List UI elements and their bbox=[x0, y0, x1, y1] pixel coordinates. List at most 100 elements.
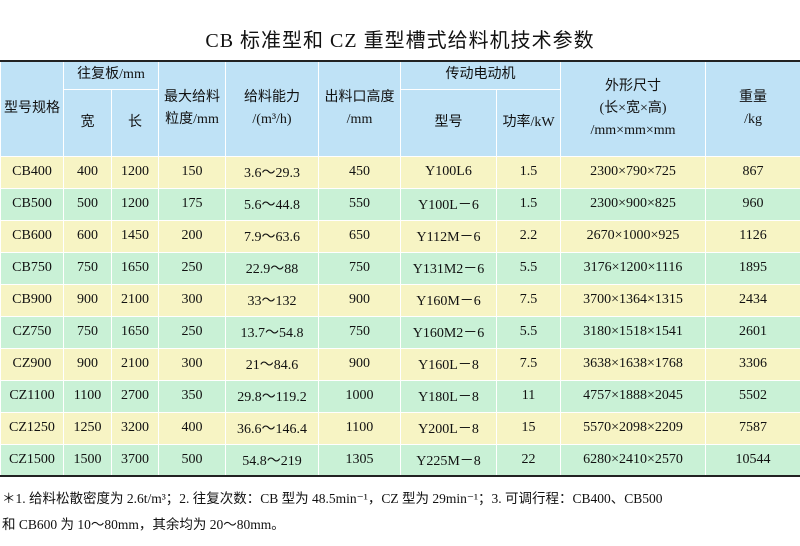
table-row: CZ900 900 2100 300 21～84.6 900 Y160L－8 7.5 3638×… bbox=[0, 347, 800, 381]
table-cell: 6280×2410×2570 bbox=[560, 443, 707, 477]
table-cell: CZ1100 bbox=[0, 379, 64, 413]
note-line: 和 CB600 为 10～80mm，其余均为 20～80mm。 bbox=[2, 517, 285, 532]
header-cell: 功率/kW bbox=[496, 88, 562, 157]
table-cell: 3638×1638×1768 bbox=[560, 347, 707, 381]
table-row: CB400 400 1200 150 3.6～29.3 450 Y100L6 1.5 2300×… bbox=[0, 155, 800, 189]
table-cell: 33～132 bbox=[225, 283, 320, 317]
table-cell: 22.9～88 bbox=[225, 251, 320, 285]
table-row: CZ1250 1250 3200 400 36.6～146.4 1100 Y200L－8 15… bbox=[0, 411, 800, 445]
table-cell: 250 bbox=[158, 251, 227, 285]
table-cell: 500 bbox=[63, 187, 112, 221]
table-cell: 750 bbox=[63, 251, 112, 285]
table-cell: 1.5 bbox=[496, 155, 562, 189]
table-cell: 3180×1518×1541 bbox=[560, 315, 707, 349]
table-cell: 15 bbox=[496, 411, 562, 445]
table-cell: 3.6～29.3 bbox=[225, 155, 320, 189]
table-cell: 2.2 bbox=[496, 219, 562, 253]
table-cell: 1.5 bbox=[496, 187, 562, 221]
table-cell: 1200 bbox=[110, 155, 160, 189]
table-cell: CZ900 bbox=[0, 347, 64, 381]
header-text: 传动电动机 bbox=[445, 67, 516, 83]
table-cell: 1100 bbox=[318, 411, 402, 445]
header-cell: 型号规格 bbox=[0, 60, 64, 157]
table-cell: 3200 bbox=[110, 411, 160, 445]
table-cell: 7.5 bbox=[496, 283, 562, 317]
table-cell: Y200L－8 bbox=[400, 411, 498, 445]
table-cell: 550 bbox=[318, 187, 402, 221]
table-cell: 1126 bbox=[705, 219, 800, 253]
table-cell: 1250 bbox=[63, 411, 112, 445]
table-cell: 4757×1888×2045 bbox=[560, 379, 707, 413]
table-cell: 2700 bbox=[110, 379, 160, 413]
table-row: CZ1500 1500 3700 500 54.8～219 1305 Y225M－8 22 62… bbox=[0, 443, 800, 477]
table-cell: 250 bbox=[158, 315, 227, 349]
table-cell: Y160M－6 bbox=[400, 283, 498, 317]
table-cell: 3700 bbox=[110, 443, 160, 477]
table-cell: 7.5 bbox=[496, 347, 562, 381]
table-cell: 900 bbox=[318, 347, 402, 381]
table-cell: 750 bbox=[318, 251, 402, 285]
table-cell: 7.9～63.6 bbox=[225, 219, 320, 253]
table-cell: 5570×2098×2209 bbox=[560, 411, 707, 445]
table-cell: 1000 bbox=[318, 379, 402, 413]
table-body: 型号规格 往复板/mm 最大给料 粒度/mm 给料能力 /(m³/h) 出料口高度/mm 传动… bbox=[0, 60, 800, 477]
table-cell: 1650 bbox=[110, 251, 160, 285]
header-row: 宽长 型号 功率/kW bbox=[1, 88, 800, 157]
table-cell: 600 bbox=[63, 219, 112, 253]
table-cell: 2100 bbox=[110, 347, 160, 381]
table-cell: 10544 bbox=[705, 443, 800, 477]
table-cell: 150 bbox=[158, 155, 227, 189]
header-cell: 最大给料 粒度/mm bbox=[158, 60, 227, 157]
table-cell: 1650 bbox=[110, 315, 160, 349]
table-cell: CB600 bbox=[0, 219, 64, 253]
table-cell: Y160M2－6 bbox=[400, 315, 498, 349]
table-cell: 867 bbox=[705, 155, 800, 189]
table-cell: 1100 bbox=[63, 379, 112, 413]
header-cell: 传动电动机 bbox=[400, 60, 562, 90]
header-cell: 重量/kg bbox=[705, 60, 800, 157]
table-cell: Y112M－6 bbox=[400, 219, 498, 253]
table-cell: 5.6～44.8 bbox=[225, 187, 320, 221]
table-cell: Y180L－8 bbox=[400, 379, 498, 413]
table-cell: 2601 bbox=[705, 315, 800, 349]
header-text: 往复板/mm bbox=[77, 67, 145, 83]
table-cell: 450 bbox=[318, 155, 402, 189]
table-cell: 1200 bbox=[110, 187, 160, 221]
header-cell: 出料口高度/mm bbox=[318, 60, 402, 157]
table-cell: Y160L－8 bbox=[400, 347, 498, 381]
table-cell: 5.5 bbox=[496, 251, 562, 285]
table-cell: 500 bbox=[158, 443, 227, 477]
header-text: /mm×mm×mm bbox=[590, 122, 676, 138]
table-cell: CB900 bbox=[0, 283, 64, 317]
table-row: CZ750 750 1650 250 13.7～54.8 750 Y160M2－6 5.5 31… bbox=[0, 315, 800, 349]
table-cell: 650 bbox=[318, 219, 402, 253]
table-cell: 5502 bbox=[705, 379, 800, 413]
header-text: 重量 bbox=[739, 89, 768, 105]
header-text: 出料口高度 bbox=[324, 89, 395, 105]
table-cell: 900 bbox=[318, 283, 402, 317]
table-cell: 400 bbox=[63, 155, 112, 189]
table-cell: 21～84.6 bbox=[225, 347, 320, 381]
table-cell: 36.6～146.4 bbox=[225, 411, 320, 445]
table-cell: 5.5 bbox=[496, 315, 562, 349]
table-cell: Y131M2－6 bbox=[400, 251, 498, 285]
table-cell: 3306 bbox=[705, 347, 800, 381]
table-cell: 175 bbox=[158, 187, 227, 221]
table-cell: 2300×790×725 bbox=[560, 155, 707, 189]
table-cell: 300 bbox=[158, 347, 227, 381]
table-cell: Y225M－8 bbox=[400, 443, 498, 477]
table-cell: 900 bbox=[63, 283, 112, 317]
table-cell: 1305 bbox=[318, 443, 402, 477]
header-text: /mm bbox=[346, 111, 373, 127]
table-cell: 960 bbox=[705, 187, 800, 221]
table-cell: 7587 bbox=[705, 411, 800, 445]
table-cell: CB500 bbox=[0, 187, 64, 221]
table-cell: 400 bbox=[158, 411, 227, 445]
header-text: 粒度/mm bbox=[165, 111, 219, 127]
table-cell: 300 bbox=[158, 283, 227, 317]
header-text: /(m³/h) bbox=[252, 111, 292, 127]
header-text: 给料能力 bbox=[244, 89, 301, 105]
spec-table: 型号规格 往复板/mm 最大给料 粒度/mm 给料能力 /(m³/h) 出料口高度/mm 传动… bbox=[0, 60, 800, 477]
header-text: 型号规格 bbox=[4, 100, 60, 116]
